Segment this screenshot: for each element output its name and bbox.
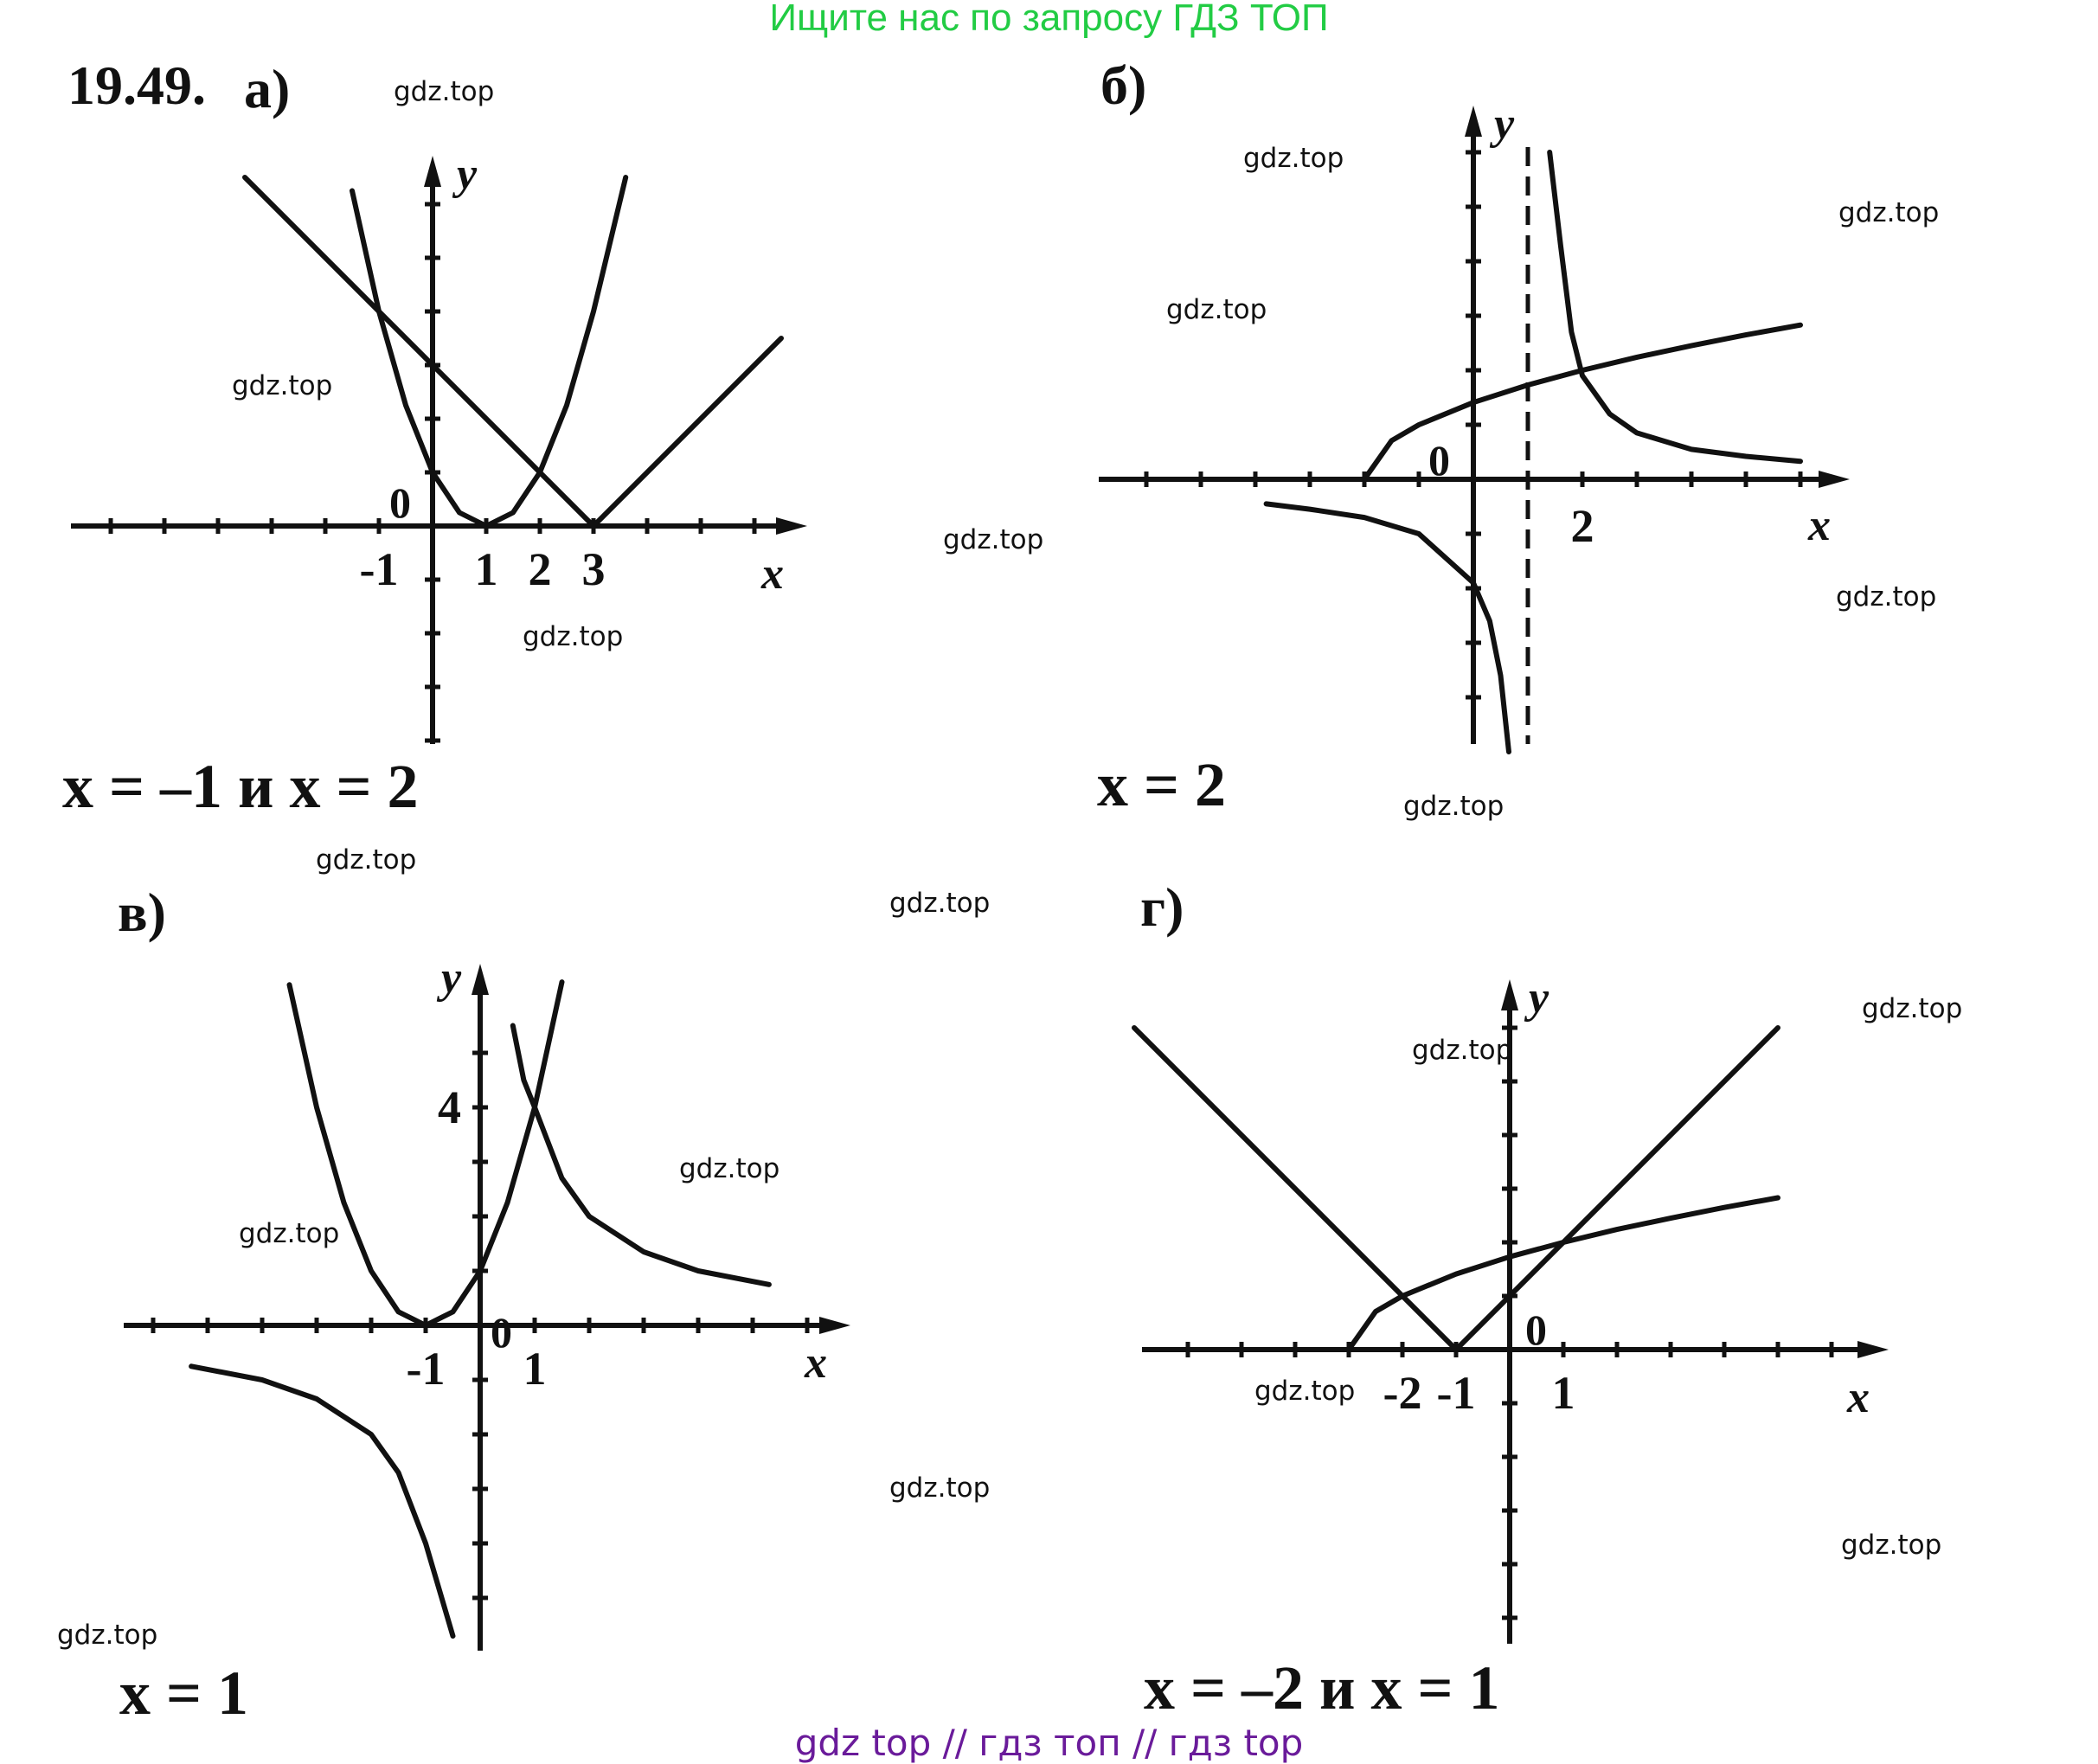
series-line-d-0 xyxy=(1132,1025,1780,1352)
watermark: gdz.top xyxy=(1403,791,1505,822)
x-tick-label-a: 2 xyxy=(529,543,552,595)
watermark: gdz.top xyxy=(1243,143,1344,174)
y-axis-label-d: y xyxy=(1524,973,1549,1023)
y-axis-label-c: y xyxy=(436,953,462,1003)
watermark: gdz.top xyxy=(889,888,991,919)
part-label-a: а) xyxy=(244,58,291,119)
part-label-c: в) xyxy=(118,882,166,943)
series-line-b-1 xyxy=(1547,150,1803,465)
x-axis-arrow-a xyxy=(776,517,807,535)
x-tick-label-a: 1 xyxy=(475,543,498,595)
watermark: gdz.top xyxy=(523,621,624,652)
part-label-d: г) xyxy=(1140,876,1184,938)
watermark: gdz.top xyxy=(394,76,495,107)
x-axis-label-c: x xyxy=(804,1338,827,1388)
series-line-c-1 xyxy=(510,1023,772,1287)
origin-label-c: 0 xyxy=(491,1308,512,1357)
watermark: gdz.top xyxy=(1254,1376,1356,1407)
series-line-b-0 xyxy=(1362,322,1803,482)
x-tick-label-c: 1 xyxy=(523,1343,547,1395)
series-line-c-2 xyxy=(189,1363,456,1639)
watermark: gdz.top xyxy=(232,370,333,401)
x-tick-label-d: -1 xyxy=(1437,1367,1476,1419)
watermark: gdz.top xyxy=(943,524,1044,555)
y-axis-arrow-b xyxy=(1465,106,1482,137)
watermark: gdz.top xyxy=(1836,581,1937,613)
y-axis-label-b: y xyxy=(1489,99,1515,149)
x-axis-label-a: x xyxy=(760,549,784,599)
answer-d: x = –2 и x = 1 xyxy=(1144,1653,1500,1722)
footer-banner: gdz top // гдз топ // гдз top xyxy=(794,1722,1304,1764)
x-axis-arrow-b xyxy=(1819,471,1850,488)
answer-b: x = 2 xyxy=(1097,750,1227,819)
y-axis-label-a: y xyxy=(452,150,478,199)
y-tick-label-c: 4 xyxy=(438,1081,461,1133)
y-axis-arrow-c xyxy=(472,964,489,995)
series-line-a-1 xyxy=(242,175,784,529)
watermark: gdz.top xyxy=(57,1620,158,1651)
x-tick-label-c: -1 xyxy=(407,1343,446,1395)
watermark: gdz.top xyxy=(1841,1530,1942,1561)
watermark: gdz.top xyxy=(1838,197,1940,228)
watermark: gdz.top xyxy=(1862,993,1963,1024)
x-axis-arrow-d xyxy=(1857,1341,1889,1358)
y-axis-arrow-d xyxy=(1501,979,1518,1010)
answer-c: x = 1 xyxy=(119,1658,249,1728)
header-banner: Ищите нас по запросу ГДЗ ТОП xyxy=(769,0,1329,39)
part-label-b: б) xyxy=(1100,55,1147,116)
x-tick-label-b: 2 xyxy=(1571,500,1594,552)
series-line-a-0 xyxy=(350,175,629,529)
origin-label-a: 0 xyxy=(389,478,411,527)
problem-number: 19.49. xyxy=(67,55,206,116)
x-tick-label-a: 3 xyxy=(582,543,606,595)
series-line-c-0 xyxy=(286,979,565,1328)
watermark: gdz.top xyxy=(679,1153,780,1184)
x-tick-label-d: 1 xyxy=(1552,1367,1575,1419)
x-tick-label-d: -2 xyxy=(1383,1367,1422,1419)
x-axis-label-d: x xyxy=(1846,1373,1870,1422)
x-tick-label-a: -1 xyxy=(360,543,399,595)
series-line-d-1 xyxy=(1346,1195,1780,1352)
x-axis-label-b: x xyxy=(1807,501,1831,550)
watermark: gdz.top xyxy=(316,844,417,876)
watermark: gdz.top xyxy=(1166,294,1267,325)
watermark: gdz.top xyxy=(239,1218,340,1249)
watermark: gdz.top xyxy=(1412,1035,1513,1066)
x-axis-arrow-c xyxy=(819,1317,850,1334)
origin-label-d: 0 xyxy=(1525,1305,1547,1354)
watermark: gdz.top xyxy=(889,1472,991,1504)
origin-label-b: 0 xyxy=(1428,436,1450,484)
answer-a: x = –1 и x = 2 xyxy=(62,752,419,821)
series-line-b-2 xyxy=(1263,501,1511,754)
y-axis-arrow-a xyxy=(424,156,441,187)
